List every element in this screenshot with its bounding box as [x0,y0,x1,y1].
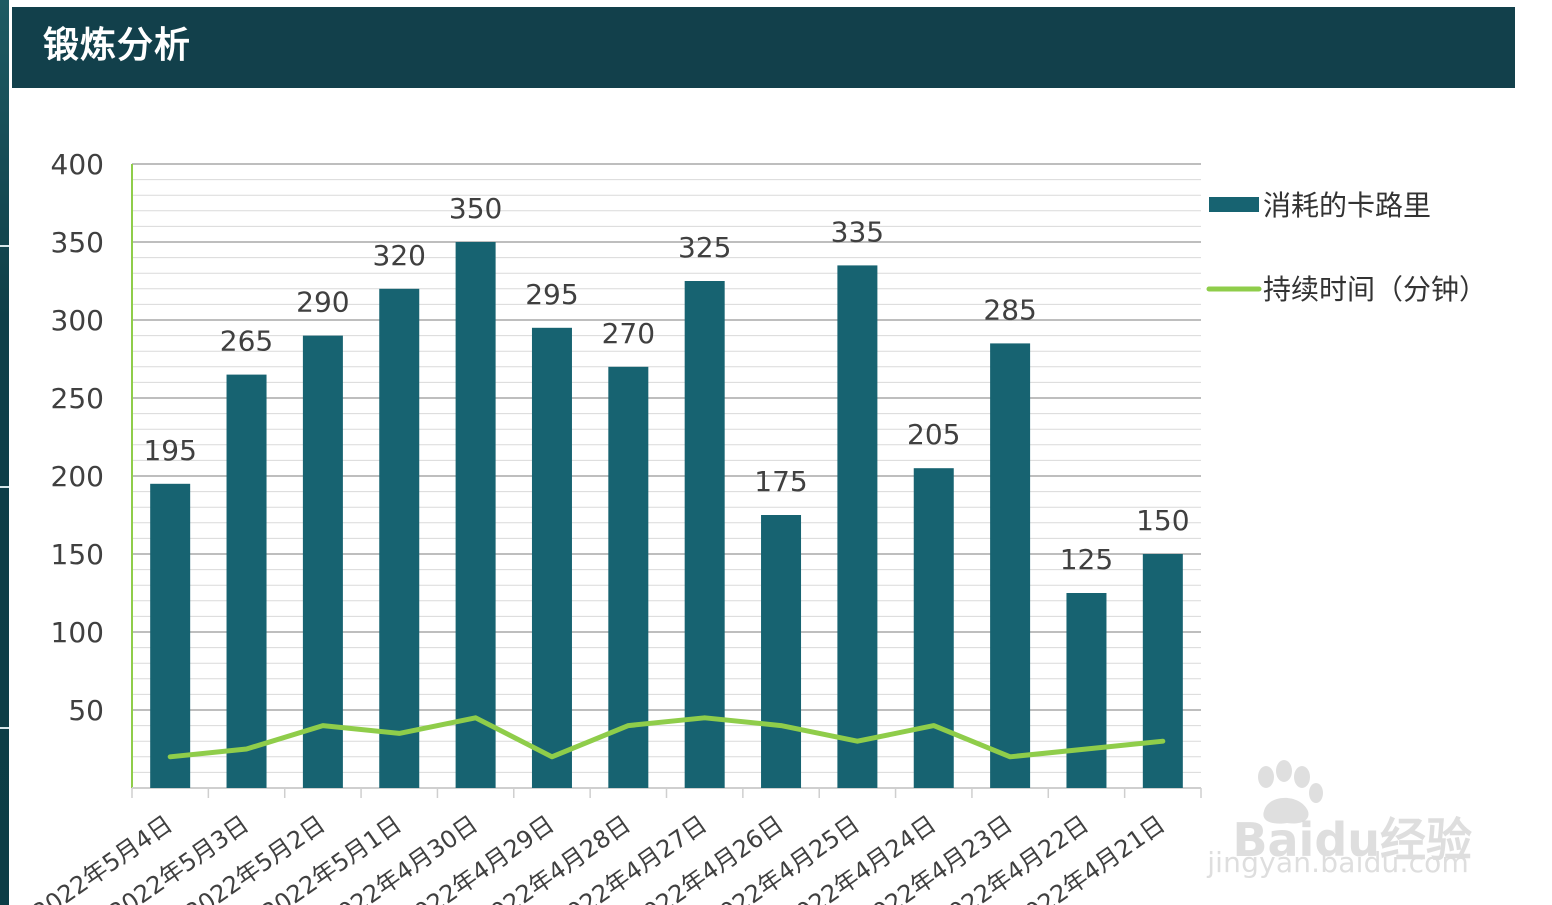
calories-data-label: 335 [831,215,884,248]
calories-data-label: 175 [754,465,807,498]
calories-data-label: 350 [449,192,502,225]
calories-bar [455,242,496,788]
calories-data-label: 325 [678,231,731,264]
calories-data-label: 285 [983,293,1036,326]
calories-data-label: 320 [373,239,426,272]
duration-line [167,715,1166,760]
left-edge-strip [0,0,9,905]
calories-data-label: 125 [1060,543,1113,576]
legend-duration-label: 持续时间（分钟） [1263,273,1487,306]
calories-data-label: 265 [220,325,273,358]
calories-data-label: 195 [143,434,196,467]
title-bar: 锻炼分析 [12,7,1515,88]
calories-bar [302,335,343,788]
calories-bar [990,343,1031,788]
baidu-watermark-url: jingyan.baidu.com [1207,846,1469,879]
baidu-watermark: Baidu经验 [1232,813,1472,867]
calories-bar [1142,554,1183,788]
legend-calories-swatch [1209,197,1259,212]
calories-bar [837,265,878,788]
baidu-paw-icon [1258,760,1323,824]
calories-bar [379,288,420,788]
calories-data-label: 290 [296,286,349,319]
y-tick-label: 50 [68,694,104,727]
chart-title: 锻炼分析 [43,25,192,66]
calories-bar [684,281,725,788]
calories-data-label: 150 [1136,504,1189,537]
calories-data-label: 270 [602,317,655,350]
y-tick-label: 400 [51,148,104,181]
calories-data-label: 205 [907,418,960,451]
y-tick-label: 350 [51,226,104,259]
calories-bar [531,327,572,788]
y-tick-label: 200 [51,460,104,493]
calories-bar [1066,593,1107,788]
y-tick-label: 300 [51,304,104,337]
y-tick-label: 150 [51,538,104,571]
calories-bar [608,366,649,788]
y-tick-label: 250 [51,382,104,415]
calories-data-label: 295 [525,278,578,311]
y-tick-label: 100 [51,616,104,649]
calories-bar [761,515,802,788]
calories-bar [150,483,191,788]
legend-calories-label: 消耗的卡路里 [1263,189,1431,222]
calories-bar [913,468,954,788]
calories-bar [226,374,267,788]
